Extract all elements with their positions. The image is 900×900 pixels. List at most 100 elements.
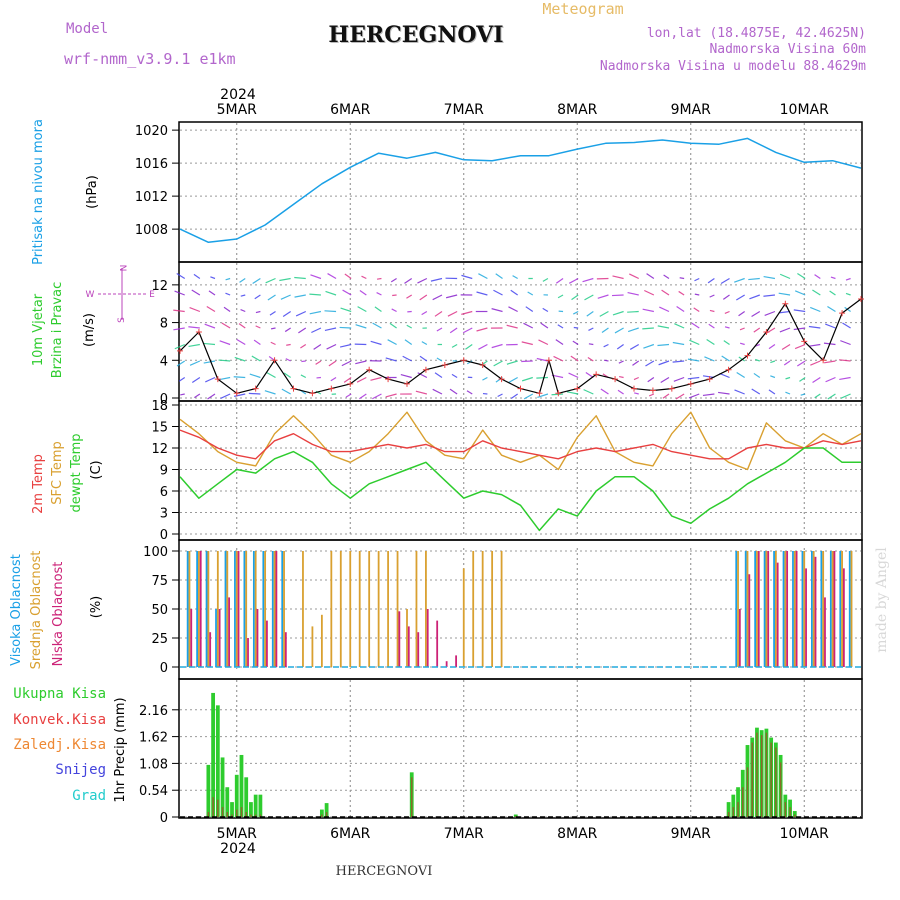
wind-arrow xyxy=(233,393,246,397)
wind-arrow xyxy=(611,294,624,297)
wind-arrow xyxy=(612,275,624,280)
wind-arrow xyxy=(764,310,776,316)
wind-unit: (m/s) xyxy=(82,313,97,347)
precip-total-bar xyxy=(206,764,211,817)
wind-arrow xyxy=(736,371,745,379)
wind-gust-marker xyxy=(801,338,808,345)
wind-arrow xyxy=(839,376,851,381)
precip-conv-bar xyxy=(250,814,252,817)
wind-gust-marker xyxy=(479,362,486,368)
wind-arrow xyxy=(629,273,639,280)
wind-arrow xyxy=(721,355,730,362)
precip-total-bar xyxy=(230,802,234,817)
precip-conv-bar xyxy=(794,814,796,817)
wind-arrow xyxy=(566,391,579,395)
wind-arrow xyxy=(814,393,821,399)
wind-arrow xyxy=(234,356,246,362)
wind-arrow xyxy=(812,376,821,383)
wind-arrow xyxy=(723,340,730,345)
wind-arrow xyxy=(461,310,473,315)
wind-arrow xyxy=(462,327,473,334)
wind-arrow xyxy=(768,389,776,395)
y-tick-label: 1012 xyxy=(135,190,168,205)
y-tick-label: 1020 xyxy=(135,124,168,139)
wind-arrow xyxy=(239,278,246,283)
wind-arrow xyxy=(372,393,382,400)
wind-arrow xyxy=(449,327,458,334)
precip-conv-bar xyxy=(760,735,763,817)
y-tick-label: 8 xyxy=(160,317,168,332)
wind-gust-marker xyxy=(366,366,373,373)
wind-arrow xyxy=(778,310,791,314)
wind-arrow xyxy=(808,343,821,347)
y-tick-label: 15 xyxy=(151,421,168,436)
precip-conv-bar xyxy=(254,814,257,817)
wind-arrow xyxy=(512,275,518,280)
wind-gust-marker xyxy=(612,376,619,383)
wind-arrow xyxy=(734,389,745,395)
wind-arrow xyxy=(551,393,564,396)
wind-arrow xyxy=(300,374,307,379)
temp-ylabel-1: 2m Temp xyxy=(31,454,46,514)
wind-gust-marker xyxy=(195,329,202,335)
wind-arrow xyxy=(205,376,216,383)
wind-arrow xyxy=(825,376,836,383)
wind-arrow xyxy=(343,377,352,383)
wind-arrow xyxy=(221,322,231,329)
wind-arrow xyxy=(188,326,200,329)
wind-arrow xyxy=(311,327,322,334)
wind-gust-marker xyxy=(820,357,827,364)
y-tick-label: 0 xyxy=(160,661,168,676)
wind-arrow xyxy=(586,311,594,317)
wind-arrow xyxy=(361,275,367,280)
wind-arrow xyxy=(203,342,216,346)
wind-arrow xyxy=(755,358,760,362)
compass-n: N xyxy=(117,265,127,272)
wind-arrow xyxy=(785,376,791,380)
wind-arrow xyxy=(778,292,791,296)
wind-gust-marker xyxy=(441,362,448,368)
wind-arrow xyxy=(676,306,685,313)
compass-s: S xyxy=(117,317,127,323)
wind-arrow xyxy=(739,342,745,346)
compass-w: W xyxy=(86,290,95,300)
top-time-axis: 5MAR 6MAR 7MAR 8MAR 9MAR 10MAR xyxy=(217,102,830,118)
wind-arrow xyxy=(724,310,730,315)
wind-arrow xyxy=(324,310,337,313)
wind-arrow xyxy=(794,290,806,296)
chart-marks xyxy=(177,137,864,818)
wind-arrow xyxy=(400,373,412,379)
wind-arrow xyxy=(722,294,730,300)
wind-arrow xyxy=(406,294,413,299)
wind-arrow xyxy=(370,340,382,346)
elevation-label: Nadmorska Visina 60m xyxy=(709,42,866,57)
y-tick-label: 12 xyxy=(151,279,168,294)
wind-arrow xyxy=(404,278,413,284)
wind-arrow xyxy=(286,343,291,346)
wind-arrow xyxy=(270,327,276,330)
wind-arrow xyxy=(356,376,367,383)
wind-arrow xyxy=(616,344,624,350)
wind-arrow xyxy=(355,360,367,365)
precip-conv-bar xyxy=(245,812,247,817)
wind-gust-marker xyxy=(687,380,694,387)
precip-conv-bar xyxy=(226,812,229,817)
cloud-unit: (%) xyxy=(89,596,104,619)
precip-panel-frame xyxy=(178,678,863,819)
wind-arrow xyxy=(430,277,443,282)
wind-arrow xyxy=(794,343,806,350)
wind-arrow xyxy=(449,388,458,395)
precip-conv-bar xyxy=(756,732,758,817)
precip-total-bar xyxy=(731,794,736,817)
y-tick-label: 12 xyxy=(151,442,168,457)
cloud-ylabel-3: Niska Oblacnost xyxy=(51,562,66,667)
legend-freezing-rain: Zaledj.Kisa xyxy=(13,737,106,753)
precip-conv-bar xyxy=(775,747,777,817)
wind-arrow xyxy=(555,278,564,284)
wind-arrow xyxy=(194,393,201,399)
wind-arrow xyxy=(634,392,639,395)
wind-arrow xyxy=(326,343,337,350)
y-tick-label: 3 xyxy=(160,507,168,522)
wind-arrow xyxy=(255,310,261,314)
wind-arrow xyxy=(536,376,548,379)
